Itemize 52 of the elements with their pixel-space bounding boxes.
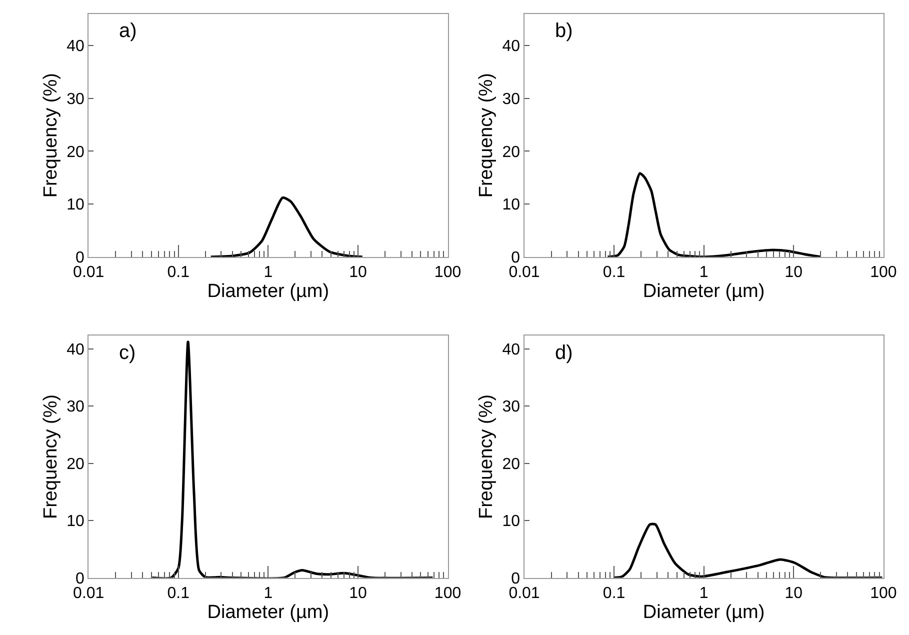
x-axis-title: Diameter (µm)	[207, 602, 330, 623]
y-tick-label: 20	[502, 144, 520, 161]
x-tick-label: 100	[434, 264, 462, 282]
y-axis-title: Frequency (%)	[40, 73, 62, 198]
x-tick-label: 0.1	[602, 264, 626, 282]
y-tick-label: 10	[66, 513, 85, 530]
x-tick-label: 0.01	[73, 584, 104, 602]
x-tick-label: 10	[349, 584, 367, 602]
y-tick-label: 30	[66, 90, 85, 108]
y-tick-label: 0	[76, 249, 84, 266]
y-tick-label: 10	[66, 196, 85, 214]
annotation: a)	[119, 20, 137, 42]
x-tick-label: 100	[434, 584, 462, 602]
y-axis-title: Frequency (%)	[476, 73, 498, 198]
y-tick-label: 20	[66, 144, 85, 161]
y-tick-label: 40	[502, 341, 520, 358]
x-tick-label: 10	[784, 584, 803, 602]
x-tick-label: 10	[349, 264, 367, 282]
annotation: c)	[119, 342, 136, 364]
y-axis-title: Frequency (%)	[476, 394, 498, 519]
x-tick-label: 1	[699, 584, 708, 602]
y-tick-label: 10	[502, 513, 520, 530]
annotation: b)	[555, 20, 573, 42]
x-tick-label: 100	[870, 264, 897, 282]
annotation: d)	[555, 342, 573, 364]
y-tick-label: 30	[502, 90, 520, 108]
x-tick-label: 1	[264, 584, 273, 602]
x-tick-label: 10	[784, 264, 803, 282]
y-tick-label: 40	[502, 38, 520, 56]
x-tick-label: 1	[699, 264, 708, 282]
x-tick-label: 100	[870, 584, 897, 602]
x-tick-label: 0.01	[508, 584, 540, 602]
x-tick-label: 0.1	[602, 584, 626, 602]
x-tick-label: 0.01	[73, 264, 104, 282]
y-tick-label: 40	[66, 341, 85, 358]
y-tick-label: 30	[502, 398, 520, 416]
y-tick-label: 30	[66, 398, 85, 416]
y-tick-label: 20	[502, 456, 520, 473]
x-tick-label: 0.1	[167, 264, 190, 282]
x-axis-title: Diameter (µm)	[207, 281, 330, 302]
y-tick-label: 20	[66, 456, 85, 473]
y-tick-label: 40	[66, 38, 85, 56]
y-tick-label: 0	[511, 249, 520, 266]
x-tick-label: 0.01	[508, 264, 540, 282]
y-tick-label: 0	[511, 570, 520, 588]
y-axis-title: Frequency (%)	[40, 394, 62, 519]
x-axis-title: Diameter (µm)	[642, 602, 765, 623]
x-axis-title: Diameter (µm)	[642, 281, 765, 302]
x-tick-label: 0.1	[167, 584, 190, 602]
x-tick-label: 1	[264, 264, 273, 282]
y-tick-label: 10	[502, 196, 520, 214]
y-tick-label: 0	[76, 570, 84, 588]
